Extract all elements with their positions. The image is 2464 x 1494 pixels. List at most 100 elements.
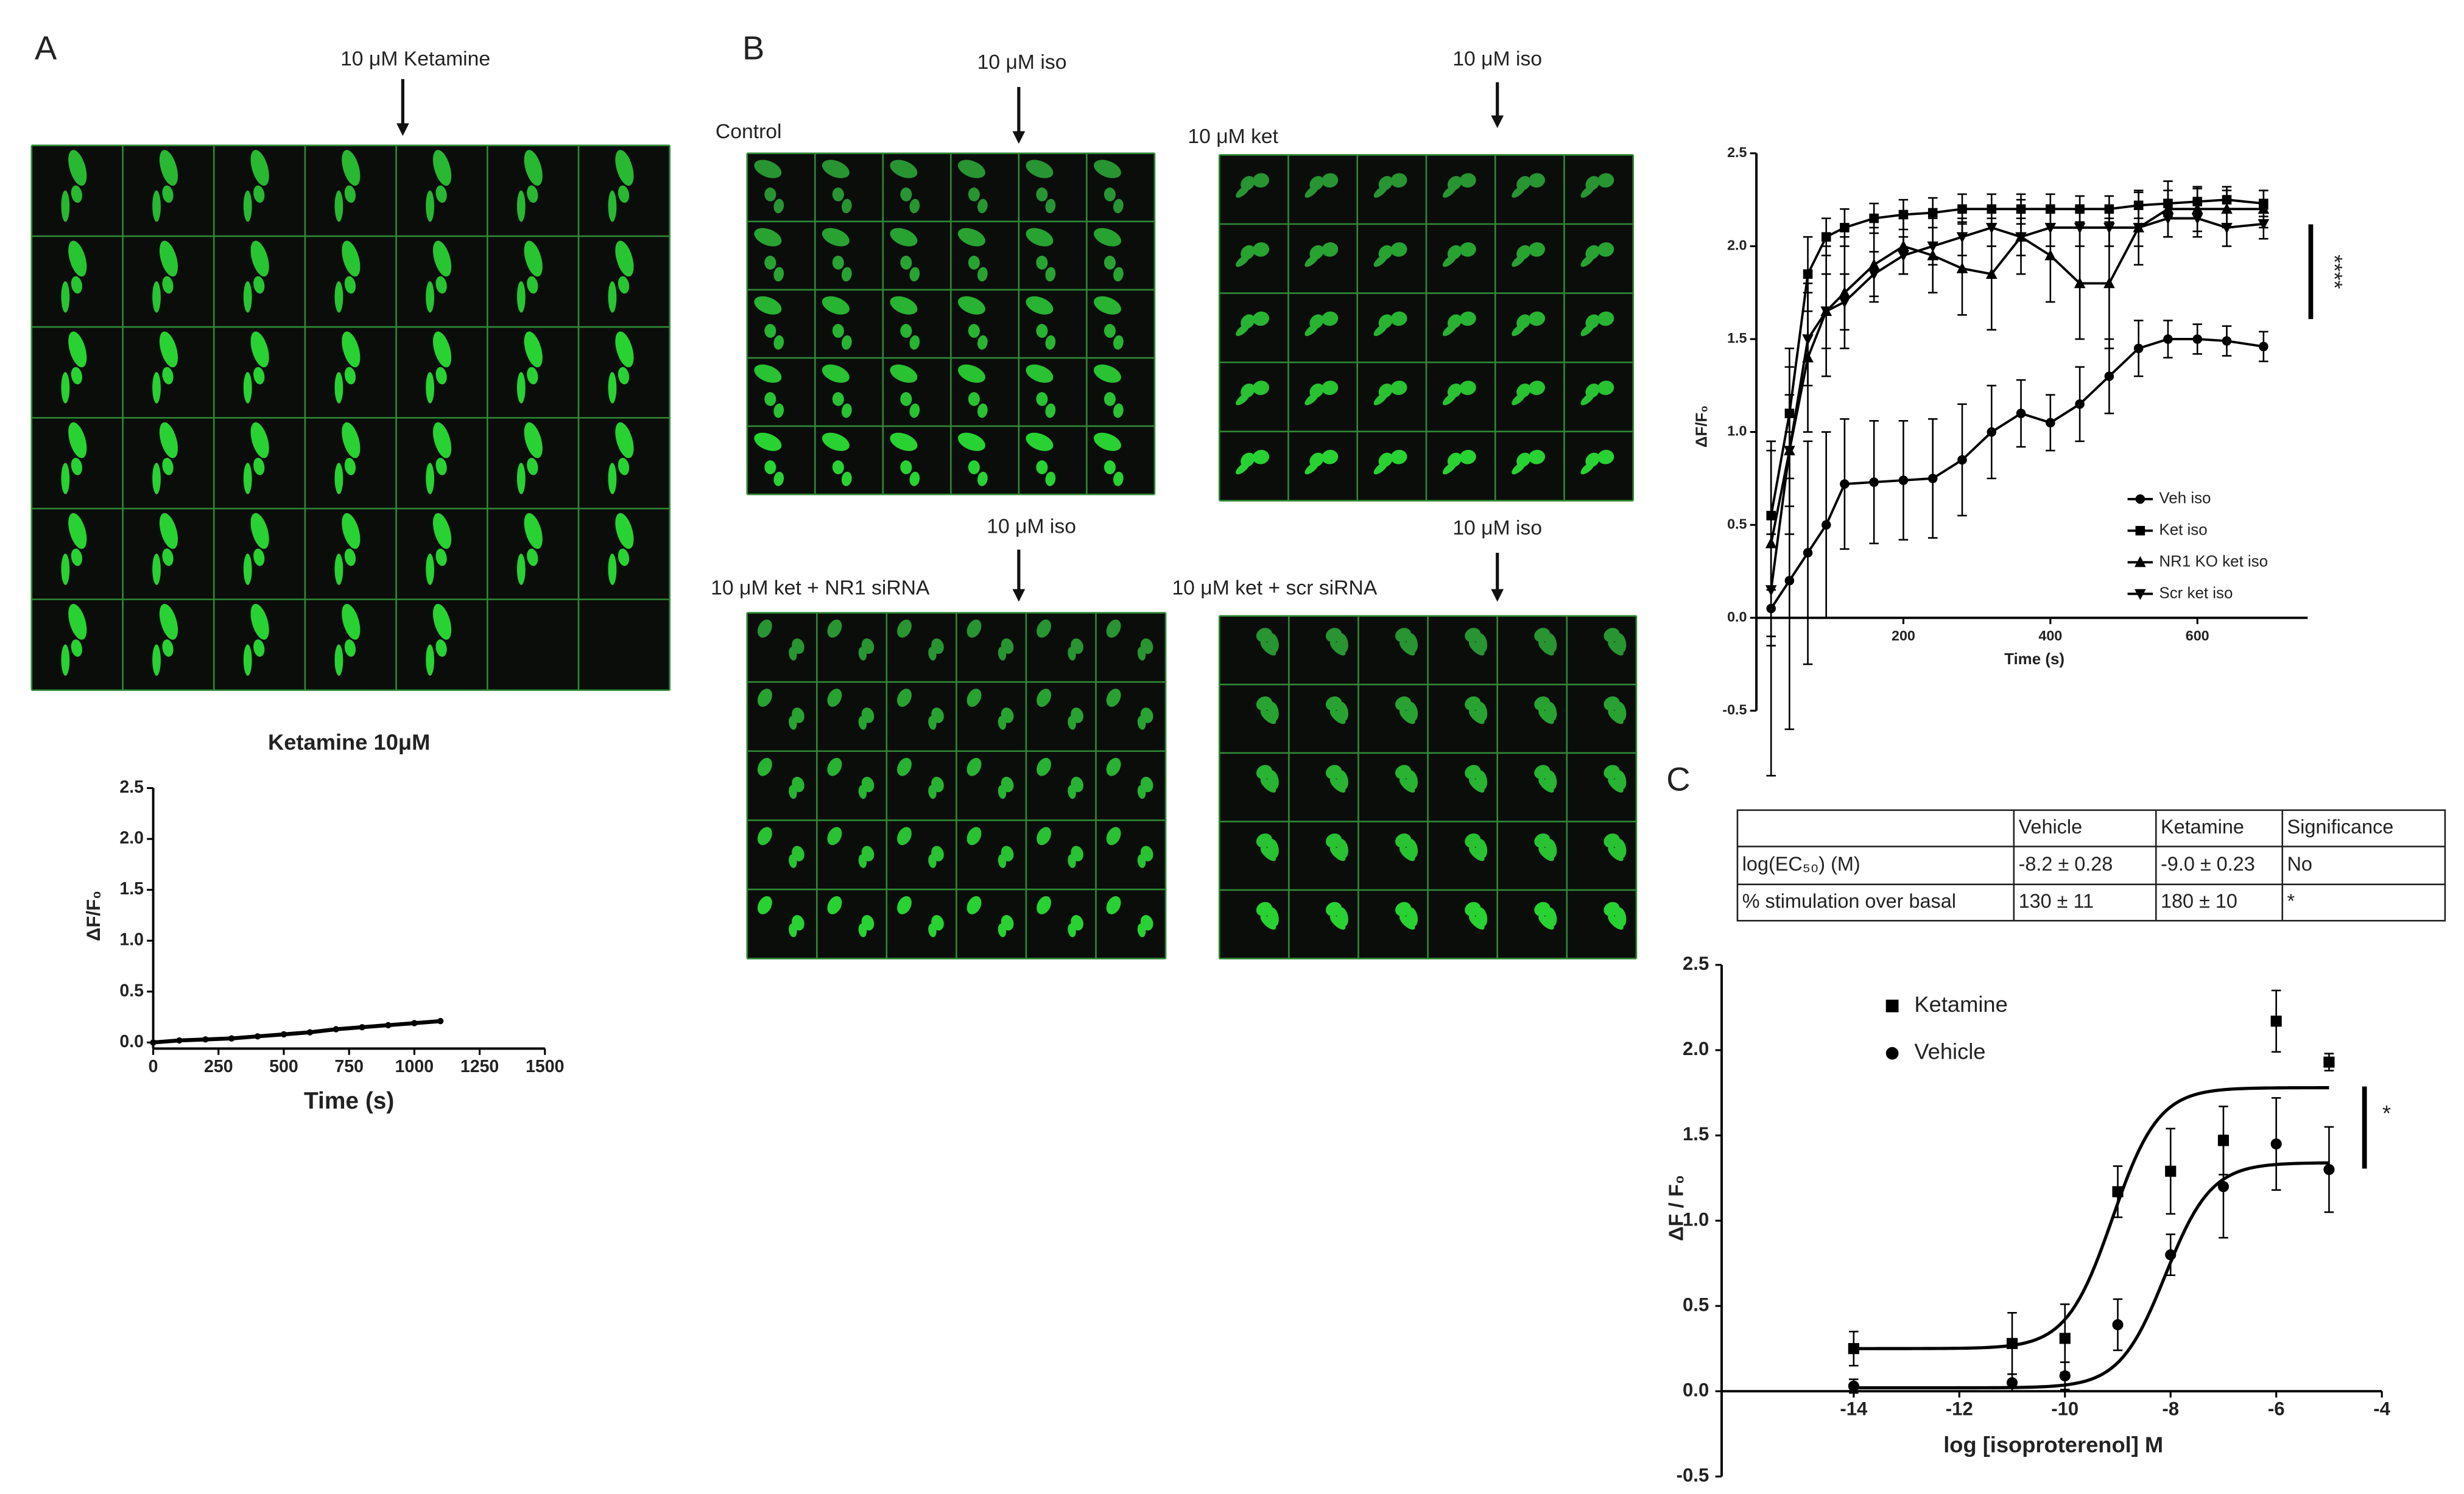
cell xyxy=(61,463,70,494)
cell xyxy=(1603,765,1620,780)
cell xyxy=(773,471,784,486)
cell xyxy=(1253,381,1270,395)
cell xyxy=(1068,716,1076,730)
cell xyxy=(1256,833,1273,848)
marker xyxy=(385,1022,392,1029)
cell xyxy=(243,553,252,585)
cell xyxy=(1516,383,1531,398)
cell xyxy=(754,228,782,247)
marker xyxy=(1898,209,1909,220)
cell xyxy=(527,549,538,566)
cell xyxy=(618,185,630,203)
cell xyxy=(968,392,980,406)
marker xyxy=(2258,219,2270,230)
cell xyxy=(1534,628,1551,642)
cell xyxy=(968,324,980,338)
marker xyxy=(2075,399,2085,409)
cell xyxy=(159,422,178,458)
marker xyxy=(2323,1163,2335,1176)
table-cell: No xyxy=(2287,853,2312,875)
cell xyxy=(1585,314,1600,329)
y-axis-label: ΔF/F₀ xyxy=(83,891,104,941)
cell xyxy=(344,185,356,203)
stimulus-label: 10 μM iso xyxy=(977,51,1067,74)
cell xyxy=(1036,460,1048,474)
cell xyxy=(243,463,252,494)
cell xyxy=(1390,381,1407,395)
marker xyxy=(2016,409,2026,418)
marker xyxy=(1803,548,1813,558)
cell xyxy=(1516,245,1531,260)
table-cell: * xyxy=(2287,890,2295,912)
marker xyxy=(176,1037,183,1044)
cell xyxy=(1322,381,1339,395)
cell xyxy=(1459,242,1476,257)
cell xyxy=(1608,777,1624,793)
x-tick-label: 600 xyxy=(2186,628,2209,644)
cell xyxy=(250,422,269,458)
panel-label: B xyxy=(742,30,764,67)
cell xyxy=(1597,173,1614,188)
cell xyxy=(757,896,772,914)
y-tick-label: 2.5 xyxy=(1727,144,1747,160)
marker xyxy=(1802,334,1814,346)
x-tick-label: 1500 xyxy=(526,1057,564,1076)
y-tick-label: 0.0 xyxy=(119,1032,144,1051)
cell xyxy=(615,240,634,277)
cell xyxy=(832,188,844,202)
cell xyxy=(426,553,434,585)
legend-marker xyxy=(2135,494,2145,504)
cell xyxy=(1253,311,1270,326)
cell xyxy=(1378,314,1393,329)
marker xyxy=(1927,474,1938,483)
cell xyxy=(608,281,617,313)
cell xyxy=(909,198,920,214)
cell xyxy=(1113,198,1124,214)
cell xyxy=(527,457,538,475)
cell xyxy=(897,757,912,776)
cell xyxy=(1325,696,1342,711)
y-tick-label: 1.5 xyxy=(1683,1123,1709,1145)
cell xyxy=(1094,432,1121,451)
cell xyxy=(1534,833,1551,848)
cell xyxy=(1459,311,1476,326)
cell xyxy=(1329,914,1346,930)
cell xyxy=(1399,640,1415,656)
cell xyxy=(897,896,912,914)
cell xyxy=(1538,640,1554,656)
cell xyxy=(1459,173,1476,188)
cell xyxy=(608,190,617,222)
cell xyxy=(968,188,980,202)
cell xyxy=(1603,696,1620,711)
cell xyxy=(764,460,776,474)
cell xyxy=(344,366,356,385)
cell xyxy=(243,281,252,313)
cell xyxy=(342,331,361,368)
cell xyxy=(1399,914,1415,930)
cell xyxy=(1529,381,1546,395)
cell xyxy=(1104,392,1116,406)
marker xyxy=(1821,232,1831,242)
cell xyxy=(841,335,852,350)
cell xyxy=(1106,827,1121,846)
cell xyxy=(1608,914,1624,930)
cell xyxy=(789,854,797,868)
cell xyxy=(152,372,161,404)
cell xyxy=(253,549,265,566)
cell xyxy=(426,463,434,494)
cell xyxy=(618,549,630,566)
stimulus-label: 10 μM iso xyxy=(1452,516,1542,539)
cell xyxy=(1469,914,1485,930)
cell xyxy=(1045,267,1056,282)
cell xyxy=(342,513,361,549)
cell xyxy=(1585,452,1600,468)
cell xyxy=(1113,403,1124,418)
legend-marker xyxy=(2134,556,2146,567)
cell xyxy=(764,324,776,338)
cell xyxy=(334,553,343,585)
cell xyxy=(754,364,782,383)
marker xyxy=(2221,223,2233,234)
x-tick-label: 750 xyxy=(334,1057,364,1076)
cell xyxy=(897,689,912,707)
cell xyxy=(342,150,361,186)
